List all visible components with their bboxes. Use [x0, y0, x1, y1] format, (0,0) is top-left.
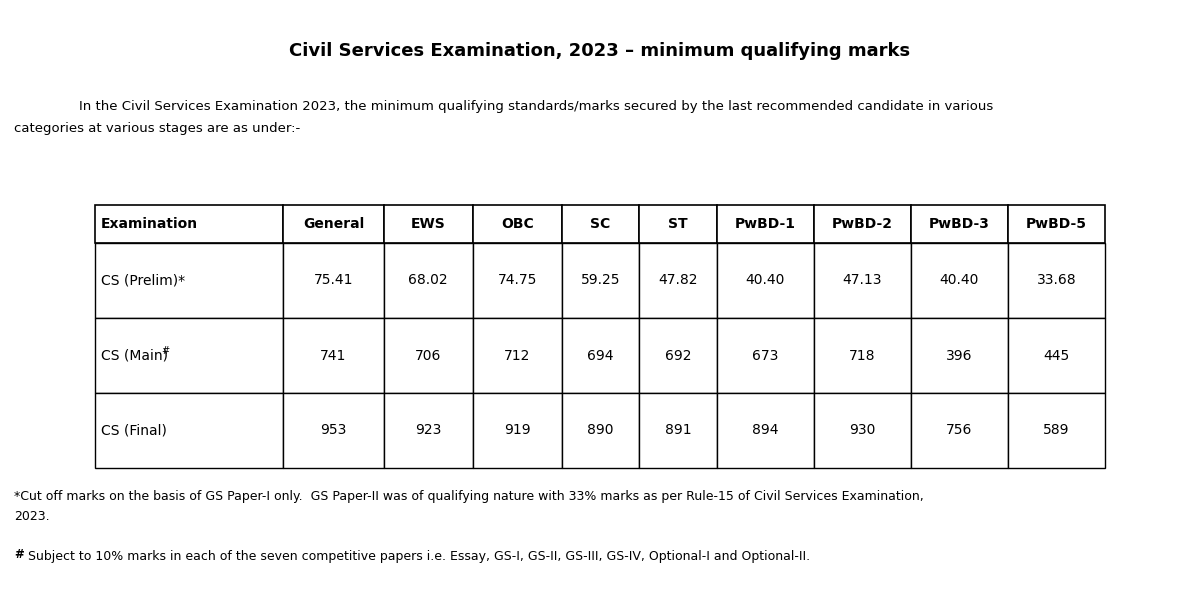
Text: ST: ST	[668, 217, 688, 231]
Bar	[814, 393, 911, 468]
Text: 953: 953	[320, 424, 347, 438]
Bar	[911, 205, 1008, 243]
Text: 718: 718	[850, 348, 876, 362]
Text: 891: 891	[665, 424, 691, 438]
Bar	[716, 205, 814, 243]
Text: 890: 890	[587, 424, 614, 438]
Bar	[384, 243, 473, 318]
Bar	[911, 243, 1008, 318]
Text: 47.13: 47.13	[842, 274, 882, 288]
Bar	[1008, 205, 1105, 243]
Text: 712: 712	[504, 348, 530, 362]
Bar	[384, 393, 473, 468]
Text: 930: 930	[850, 424, 876, 438]
Bar	[640, 243, 716, 318]
Bar	[1008, 318, 1105, 393]
Text: 47.82: 47.82	[659, 274, 698, 288]
Text: #: #	[161, 345, 169, 356]
Text: 894: 894	[752, 424, 779, 438]
Bar	[95, 318, 283, 393]
Text: SC: SC	[590, 217, 611, 231]
Text: 756: 756	[947, 424, 973, 438]
Text: 40.40: 40.40	[940, 274, 979, 288]
Text: 40.40: 40.40	[745, 274, 785, 288]
Text: In the Civil Services Examination 2023, the minimum qualifying standards/marks s: In the Civil Services Examination 2023, …	[62, 100, 994, 113]
Text: PwBD-3: PwBD-3	[929, 217, 990, 231]
Text: Civil Services Examination, 2023 – minimum qualifying marks: Civil Services Examination, 2023 – minim…	[289, 42, 911, 60]
Bar	[384, 318, 473, 393]
Bar	[283, 318, 384, 393]
Text: 396: 396	[947, 348, 973, 362]
Text: PwBD-5: PwBD-5	[1026, 217, 1087, 231]
Text: CS (Prelim)*: CS (Prelim)*	[101, 274, 185, 288]
Bar	[562, 243, 640, 318]
Text: 68.02: 68.02	[408, 274, 448, 288]
Text: 445: 445	[1043, 348, 1069, 362]
Bar	[283, 205, 384, 243]
Bar	[640, 318, 716, 393]
Text: CS (Main): CS (Main)	[101, 348, 168, 362]
Text: PwBD-2: PwBD-2	[832, 217, 893, 231]
Text: 59.25: 59.25	[581, 274, 620, 288]
Text: General: General	[302, 217, 364, 231]
Bar	[95, 393, 283, 468]
Text: EWS: EWS	[410, 217, 445, 231]
Text: Subject to 10% marks in each of the seven competitive papers i.e. Essay, GS-I, G: Subject to 10% marks in each of the seve…	[28, 551, 810, 563]
Text: 75.41: 75.41	[313, 274, 353, 288]
Text: 33.68: 33.68	[1037, 274, 1076, 288]
Bar	[562, 205, 640, 243]
Text: OBC: OBC	[500, 217, 534, 231]
Bar	[911, 318, 1008, 393]
Bar	[716, 243, 814, 318]
Bar	[716, 318, 814, 393]
Text: 741: 741	[320, 348, 347, 362]
Bar	[384, 205, 473, 243]
Bar	[95, 205, 283, 243]
Bar	[473, 393, 562, 468]
Bar	[95, 243, 283, 318]
Bar	[562, 393, 640, 468]
Bar	[814, 318, 911, 393]
Text: 673: 673	[752, 348, 779, 362]
Bar	[640, 205, 716, 243]
Text: 2023.: 2023.	[14, 510, 49, 523]
Bar	[473, 243, 562, 318]
Bar	[473, 318, 562, 393]
Bar	[640, 393, 716, 468]
Text: 589: 589	[1043, 424, 1069, 438]
Text: PwBD-1: PwBD-1	[734, 217, 796, 231]
Text: Examination: Examination	[101, 217, 198, 231]
Bar	[814, 243, 911, 318]
Text: 692: 692	[665, 348, 691, 362]
Text: categories at various stages are as under:-: categories at various stages are as unde…	[14, 122, 300, 135]
Bar	[911, 393, 1008, 468]
Bar	[283, 243, 384, 318]
Bar	[562, 318, 640, 393]
Bar	[473, 205, 562, 243]
Text: 919: 919	[504, 424, 530, 438]
Bar	[716, 393, 814, 468]
Text: 74.75: 74.75	[498, 274, 536, 288]
Text: 706: 706	[415, 348, 442, 362]
Text: 694: 694	[587, 348, 614, 362]
Text: #: #	[14, 548, 24, 561]
Text: *Cut off marks on the basis of GS Paper-I only.  GS Paper-II was of qualifying n: *Cut off marks on the basis of GS Paper-…	[14, 490, 924, 503]
Bar	[814, 205, 911, 243]
Text: 923: 923	[415, 424, 442, 438]
Bar	[283, 393, 384, 468]
Bar	[1008, 243, 1105, 318]
Text: CS (Final): CS (Final)	[101, 424, 167, 438]
Bar	[1008, 393, 1105, 468]
